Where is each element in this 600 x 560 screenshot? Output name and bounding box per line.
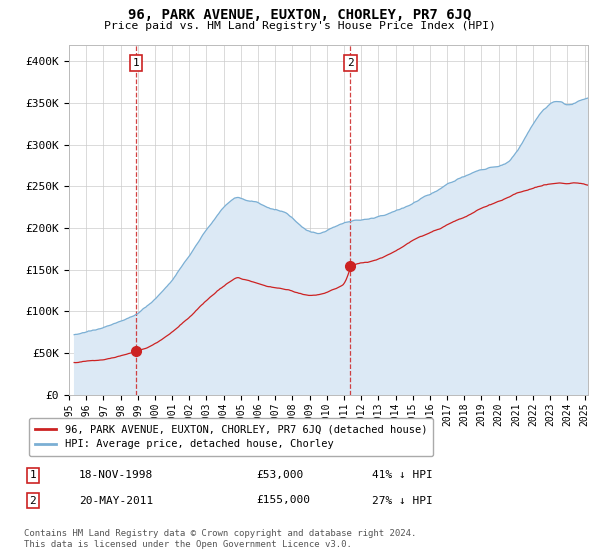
Text: 1: 1 <box>133 58 139 68</box>
Text: £155,000: £155,000 <box>256 496 310 506</box>
Text: 1: 1 <box>29 470 36 480</box>
Text: 41% ↓ HPI: 41% ↓ HPI <box>372 470 433 480</box>
Text: 20-MAY-2011: 20-MAY-2011 <box>79 496 154 506</box>
Text: Contains HM Land Registry data © Crown copyright and database right 2024.
This d: Contains HM Land Registry data © Crown c… <box>24 529 416 549</box>
Text: 96, PARK AVENUE, EUXTON, CHORLEY, PR7 6JQ: 96, PARK AVENUE, EUXTON, CHORLEY, PR7 6J… <box>128 8 472 22</box>
Text: 2: 2 <box>347 58 354 68</box>
Text: 2: 2 <box>29 496 36 506</box>
Legend: 96, PARK AVENUE, EUXTON, CHORLEY, PR7 6JQ (detached house), HPI: Average price, : 96, PARK AVENUE, EUXTON, CHORLEY, PR7 6J… <box>29 418 433 456</box>
Text: 27% ↓ HPI: 27% ↓ HPI <box>372 496 433 506</box>
Text: 18-NOV-1998: 18-NOV-1998 <box>79 470 154 480</box>
Text: £53,000: £53,000 <box>256 470 303 480</box>
Text: Price paid vs. HM Land Registry's House Price Index (HPI): Price paid vs. HM Land Registry's House … <box>104 21 496 31</box>
